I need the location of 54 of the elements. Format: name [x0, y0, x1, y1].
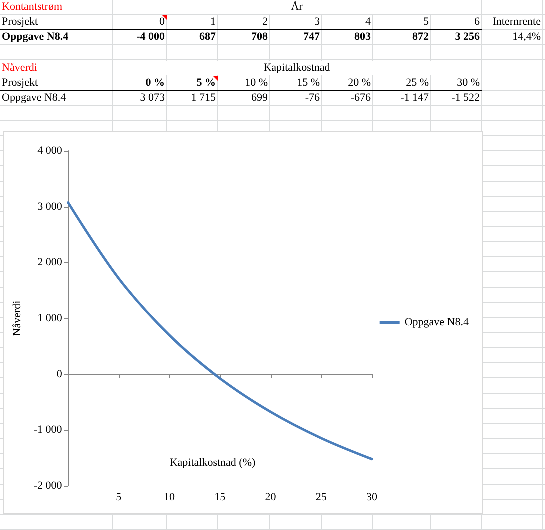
text: 15 %: [270, 76, 322, 91]
y-tick-label: 3 000: [38, 200, 63, 213]
text: 14,4%: [512, 30, 542, 44]
text: 4: [322, 15, 373, 30]
text: 3 073: [139, 90, 166, 106]
y-axis-title: Nåverdi: [12, 300, 24, 336]
text: -4 000: [136, 30, 166, 44]
text: -1 147: [400, 90, 430, 106]
text: 20 %: [322, 76, 373, 91]
text: -676: [350, 90, 372, 106]
text: -1 522: [450, 90, 481, 106]
y-tick-label: 4 000: [38, 145, 63, 157]
text: Oppgave N8.4: [1, 90, 68, 106]
x-tick-label: 15: [214, 492, 226, 504]
text: Kontantstrøm: [1, 0, 64, 14]
text: Kapitalkostnad: [113, 60, 481, 75]
text: 3 256: [454, 30, 481, 44]
y-tick-label: 1 000: [38, 312, 63, 324]
text: 747: [302, 30, 321, 44]
text: 6: [431, 15, 482, 30]
text: 0: [113, 15, 167, 30]
text: 3: [270, 15, 322, 30]
text: Internrente: [492, 15, 542, 30]
annotation: Kapitalkostnad (%): [168, 456, 257, 470]
y-tick-label: 0: [56, 368, 63, 380]
text: 2: [218, 15, 270, 30]
text: Nåverdi: [1, 60, 38, 75]
text: Prosjekt: [0, 76, 113, 91]
y-tick-label: 2 000: [38, 256, 63, 269]
text: -76: [304, 90, 321, 106]
y-tick-label: -2 000: [34, 480, 63, 492]
text: 5: [373, 15, 431, 30]
x-tick-label: 30: [366, 492, 378, 504]
x-tick-label: 25: [316, 492, 328, 504]
text: Oppgave N8.4: [1, 30, 70, 44]
text: 708: [250, 30, 269, 44]
text: 5 %: [167, 76, 218, 91]
text: 25 %: [373, 76, 431, 91]
text: 10 %: [218, 76, 270, 91]
text: 30 %: [431, 76, 482, 91]
text: 699: [250, 90, 269, 106]
text: 872: [412, 30, 430, 44]
x-tick-label: 5: [116, 492, 122, 504]
legend-label: Oppgave N8.4: [404, 316, 470, 328]
text: År: [113, 0, 481, 14]
text: 1 715: [190, 90, 217, 106]
text: 1: [167, 15, 218, 30]
x-tick-label: 10: [164, 492, 176, 504]
text: 0 %: [113, 76, 167, 91]
text: 687: [198, 30, 217, 44]
text: 803: [354, 30, 372, 44]
y-tick-label: -1 000: [34, 424, 63, 436]
x-tick-label: 20: [265, 492, 277, 504]
text: Prosjekt: [0, 15, 113, 30]
